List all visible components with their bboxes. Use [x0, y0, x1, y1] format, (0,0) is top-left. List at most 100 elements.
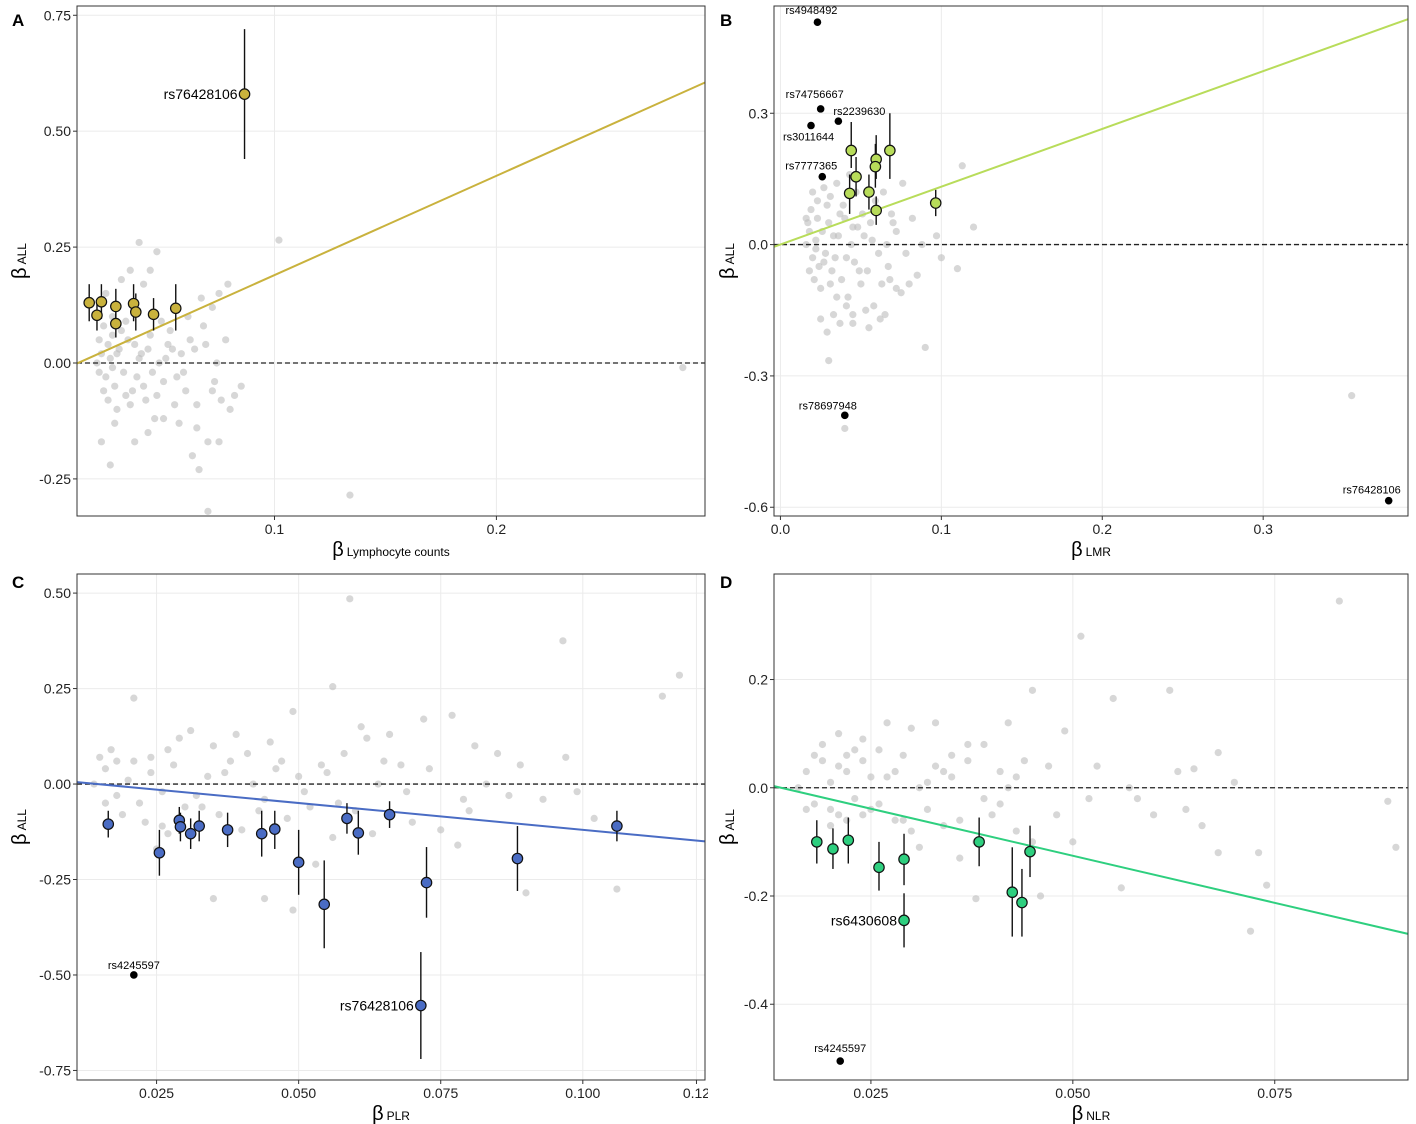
y-axis-label: βALL: [9, 243, 31, 279]
background-point: [953, 265, 962, 273]
background-point: [825, 219, 833, 227]
background-point: [613, 885, 621, 893]
background-point: [891, 767, 899, 776]
background-point: [980, 740, 988, 749]
background-point: [839, 201, 847, 209]
background-point: [972, 895, 980, 903]
background-point: [131, 438, 139, 446]
background-point: [899, 751, 907, 759]
background-point: [1149, 811, 1158, 819]
highlight-point: [110, 317, 122, 330]
background-point: [238, 826, 246, 834]
background-point: [812, 245, 820, 253]
background-point: [1190, 765, 1198, 773]
y-tick-label: -0.3: [744, 368, 768, 384]
background-point: [826, 822, 835, 830]
highlight-point: [169, 302, 182, 315]
background-point: [842, 302, 851, 310]
background-point: [956, 816, 964, 824]
background-point: [817, 284, 825, 292]
background-point: [255, 807, 263, 815]
background-point: [133, 373, 141, 381]
y-tick-label: 0.25: [44, 239, 71, 255]
background-point: [996, 767, 1004, 776]
background-point: [847, 240, 855, 249]
background-point: [843, 767, 851, 776]
y-tick-label: 0.0: [749, 780, 769, 796]
y-tick-label: 0.0: [749, 237, 769, 253]
panel-label: B: [720, 11, 732, 30]
background-point: [363, 734, 371, 742]
snp-point: [841, 411, 849, 420]
background-point: [144, 428, 152, 437]
background-point: [658, 692, 666, 700]
x-tick-label: 0.025: [139, 1085, 174, 1101]
background-point: [106, 461, 114, 469]
regression-line: [773, 785, 1409, 935]
background-point: [844, 293, 852, 301]
background-point: [1061, 727, 1069, 735]
background-point: [859, 757, 867, 765]
background-point: [182, 387, 190, 395]
background-point: [516, 761, 524, 769]
background-point: [810, 276, 818, 284]
background-point: [493, 749, 502, 758]
background-point: [931, 719, 940, 727]
background-point: [1028, 686, 1037, 694]
background-point: [95, 336, 103, 344]
background-point: [117, 275, 125, 284]
background-point: [964, 740, 972, 749]
background-point: [820, 258, 828, 266]
background-point: [186, 336, 194, 344]
background-point: [859, 811, 867, 819]
snp-label: rs4948492: [785, 5, 837, 17]
background-point: [1077, 632, 1085, 640]
chart-panel-c: rs4245597 rs76428106 0.025 0.050 0.075 0.100 0…: [9, 573, 708, 1124]
background-point: [851, 746, 859, 754]
background-point: [969, 223, 978, 231]
background-point: [329, 683, 337, 691]
background-point: [883, 773, 891, 781]
highlight-point: [292, 856, 305, 869]
background-point: [823, 328, 831, 336]
highlight-point: [843, 187, 856, 200]
highlight-point: [318, 898, 331, 911]
background-point: [260, 895, 269, 903]
background-point: [815, 262, 823, 271]
y-axis-label: βALL: [717, 809, 739, 845]
background-point: [857, 280, 865, 288]
background-point: [1166, 686, 1174, 694]
panel-label: C: [12, 573, 24, 592]
background-point: [204, 438, 212, 446]
background-point: [117, 326, 125, 335]
background-point: [164, 340, 172, 349]
background-point: [1044, 762, 1053, 770]
y-tick-label: 0.3: [749, 105, 769, 121]
background-point: [884, 262, 892, 271]
background-point: [964, 757, 972, 765]
background-point: [892, 284, 900, 292]
background-point: [862, 306, 870, 314]
background-point: [130, 757, 138, 765]
background-point: [385, 730, 394, 738]
x-tick-label: 0.1: [265, 521, 285, 537]
x-tick-label: 0.2: [1093, 521, 1113, 537]
background-point: [810, 800, 818, 808]
background-point: [923, 778, 932, 786]
highlight-point: [898, 853, 910, 865]
background-point: [851, 794, 859, 803]
background-point: [1384, 797, 1392, 805]
background-point: [876, 315, 884, 323]
highlight-point: [193, 820, 205, 832]
background-point: [317, 761, 325, 769]
background-point: [1093, 762, 1101, 770]
x-tick-label: 0.100: [565, 1085, 600, 1101]
background-point: [368, 830, 377, 838]
background-point: [199, 322, 208, 330]
background-point: [1214, 849, 1222, 857]
background-point: [921, 343, 929, 352]
background-point: [408, 818, 416, 826]
highlight-point: [174, 821, 187, 833]
background-point: [131, 340, 139, 349]
background-point: [812, 236, 820, 244]
